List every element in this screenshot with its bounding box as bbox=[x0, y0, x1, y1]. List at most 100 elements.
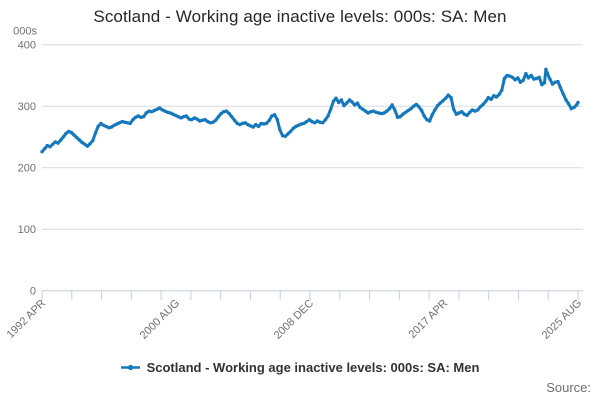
data-point-marker bbox=[192, 116, 197, 120]
data-point-marker bbox=[411, 104, 416, 108]
data-point-marker bbox=[184, 114, 188, 118]
line-chart-plot-area: 0 100 200 300 400 000s 1992 APR 2000 AUG 2008 DE… bbox=[5, 26, 585, 342]
data-point-marker bbox=[544, 67, 548, 72]
data-point-marker bbox=[222, 110, 226, 114]
data-point-marker bbox=[449, 95, 453, 100]
data-point-marker bbox=[558, 86, 563, 90]
data-series-line bbox=[40, 67, 580, 154]
data-point-marker bbox=[566, 102, 571, 106]
x-axis-tick-label: 1992 APR bbox=[5, 297, 49, 341]
data-point-marker bbox=[377, 111, 381, 115]
x-axis-tick-label: 2017 APR bbox=[407, 297, 451, 341]
data-point-marker bbox=[334, 96, 338, 100]
data-point-marker bbox=[489, 97, 493, 102]
data-point-marker bbox=[216, 115, 221, 119]
data-point-marker bbox=[444, 96, 448, 100]
data-point-marker bbox=[564, 98, 568, 102]
data-point-marker bbox=[366, 111, 370, 115]
data-point-marker bbox=[576, 100, 580, 105]
data-point-marker bbox=[291, 126, 295, 130]
data-point-marker bbox=[80, 140, 84, 145]
data-point-marker bbox=[548, 77, 552, 81]
legend-line-marker-icon bbox=[120, 364, 140, 371]
y-axis-unit-label: 000s bbox=[13, 26, 37, 38]
data-point-marker bbox=[125, 121, 130, 125]
data-point-marker bbox=[152, 108, 156, 113]
data-point-marker bbox=[521, 78, 525, 83]
data-point-marker bbox=[88, 142, 92, 146]
data-point-marker bbox=[374, 110, 378, 115]
data-point-marker bbox=[337, 100, 341, 105]
data-point-marker bbox=[149, 110, 154, 114]
data-point-marker bbox=[288, 129, 293, 134]
data-point-marker bbox=[518, 80, 523, 84]
data-point-marker bbox=[550, 82, 555, 86]
y-axis-tick-label: 100 bbox=[18, 224, 36, 236]
data-point-marker bbox=[53, 140, 57, 144]
data-point-marker bbox=[246, 122, 250, 127]
data-point-marker bbox=[128, 121, 132, 126]
data-point-marker bbox=[112, 123, 116, 128]
data-point-marker bbox=[331, 99, 336, 104]
data-point-marker bbox=[214, 118, 218, 123]
data-point-marker bbox=[401, 112, 405, 116]
data-point-marker bbox=[318, 120, 322, 124]
data-point-marker bbox=[208, 121, 213, 125]
data-point-marker bbox=[93, 131, 98, 135]
data-point-marker bbox=[516, 76, 520, 80]
data-point-marker bbox=[240, 121, 245, 126]
data-point-marker bbox=[347, 98, 352, 102]
data-point-marker bbox=[478, 105, 482, 109]
data-point-marker bbox=[387, 107, 392, 111]
data-point-marker bbox=[262, 122, 266, 126]
data-point-marker bbox=[417, 105, 421, 109]
data-point-marker bbox=[460, 110, 464, 114]
data-point-marker bbox=[427, 119, 432, 123]
y-axis-tick-label: 400 bbox=[18, 40, 36, 52]
data-point-marker bbox=[286, 132, 290, 136]
data-point-marker bbox=[91, 138, 95, 143]
legend-item[interactable]: Scotland - Working age inactive levels: … bbox=[0, 360, 600, 375]
data-point-marker bbox=[465, 113, 469, 118]
data-point-marker bbox=[56, 141, 60, 145]
data-point-marker bbox=[283, 134, 287, 138]
data-point-marker bbox=[313, 121, 317, 125]
data-point-marker bbox=[353, 103, 357, 107]
data-point-marker bbox=[198, 119, 202, 123]
data-point-marker bbox=[468, 110, 472, 115]
data-point-marker bbox=[542, 81, 547, 85]
data-point-marker bbox=[133, 115, 138, 120]
data-point-marker bbox=[403, 110, 408, 115]
data-point-marker bbox=[104, 124, 108, 129]
chart-title: Scotland - Working age inactive levels: … bbox=[93, 7, 507, 26]
data-point-marker bbox=[155, 107, 159, 112]
data-point-marker bbox=[83, 142, 87, 146]
data-point-marker bbox=[99, 121, 103, 126]
y-axis-tick-label: 300 bbox=[18, 101, 36, 113]
data-point-marker bbox=[307, 118, 312, 122]
data-point-marker bbox=[430, 113, 434, 117]
data-point-marker bbox=[59, 138, 63, 142]
x-axis-tick-label: 2008 DEC bbox=[272, 297, 316, 341]
data-point-marker bbox=[227, 111, 231, 116]
data-point-marker bbox=[574, 103, 579, 107]
data-point-marker bbox=[361, 107, 365, 112]
data-point-marker bbox=[502, 76, 507, 81]
data-point-marker bbox=[235, 121, 239, 126]
data-point-marker bbox=[379, 111, 384, 116]
data-point-marker bbox=[45, 143, 49, 148]
data-point-marker bbox=[342, 103, 346, 108]
y-axis-tick-label: 0 bbox=[30, 286, 36, 298]
data-point-marker bbox=[534, 76, 539, 81]
data-point-marker bbox=[238, 122, 242, 127]
data-point-marker bbox=[406, 108, 410, 113]
data-point-marker bbox=[251, 125, 255, 129]
data-point-marker bbox=[473, 109, 477, 113]
data-point-marker bbox=[438, 101, 442, 105]
data-point-marker bbox=[200, 118, 205, 123]
data-point-marker bbox=[267, 118, 271, 123]
data-point-marker bbox=[230, 115, 234, 119]
data-point-marker bbox=[446, 93, 450, 97]
data-point-marker bbox=[385, 109, 389, 113]
